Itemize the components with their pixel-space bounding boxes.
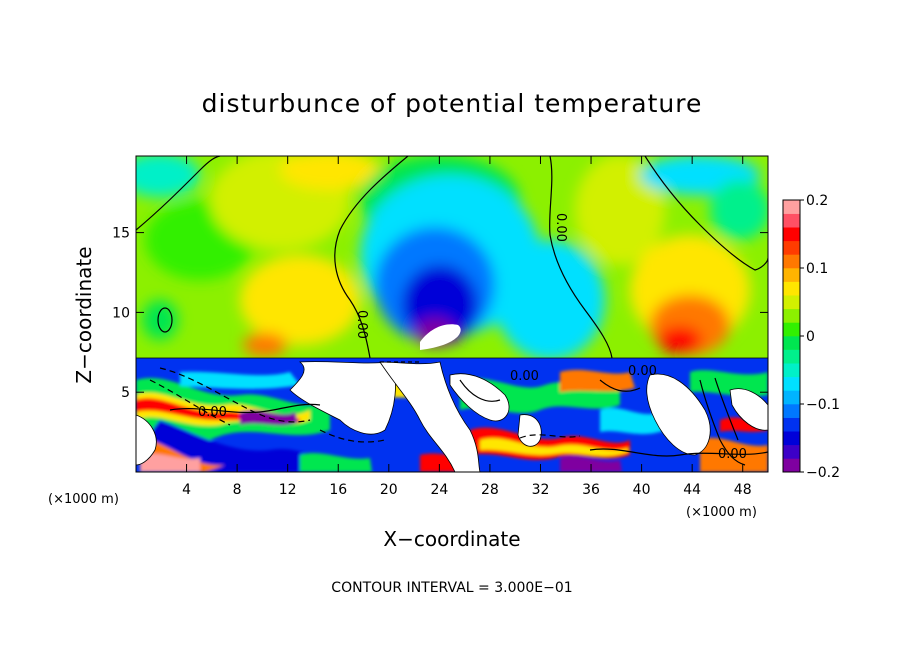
contour-labels: 0.00 0.00 0.00 0.00 0.00 0.00 [198, 213, 747, 462]
colorbar-swatch [783, 417, 800, 432]
colorbar-swatch [783, 281, 800, 296]
x-unit-right: (×1000 m) [686, 505, 757, 520]
contour-zero-right [644, 156, 768, 271]
x-axis: 4 8 12 16 20 24 28 32 36 40 44 48 [182, 156, 752, 498]
colorbar-swatch [783, 213, 800, 228]
contour-label: 0.00 [198, 405, 227, 420]
contour-label: 0.00 [718, 447, 747, 462]
colorbar-swatch [783, 240, 800, 255]
y-tick-label: 15 [112, 226, 130, 242]
contour-zero-plume [549, 156, 613, 359]
colorbar-swatch [783, 376, 800, 391]
contour-lines [136, 156, 768, 466]
colorbar-tick-label: 0.2 [806, 193, 828, 209]
y-axis-label: Z−coordinate [72, 246, 96, 383]
y-tick-label: 5 [121, 385, 130, 401]
colorbar-swatch [783, 268, 800, 282]
contour-zero-center [334, 156, 409, 359]
x-tick-label: 16 [329, 482, 347, 498]
x-tick-label: 4 [182, 482, 191, 498]
colorbar-swatch [783, 349, 800, 364]
colorbar-swatch [783, 295, 800, 310]
x-tick-label: 36 [582, 482, 600, 498]
x-tick-label: 8 [233, 482, 242, 498]
colorbar-swatch [783, 458, 800, 473]
contour-label: 0.00 [354, 310, 369, 339]
contour-label: 0.00 [553, 213, 568, 242]
x-tick-label: 48 [734, 482, 752, 498]
colorbar-swatch [783, 227, 800, 242]
plot-frame [135, 155, 769, 473]
colorbar-tick-label: 0 [806, 329, 815, 345]
colorbar-swatch [783, 390, 800, 405]
x-unit-left: (×1000 m) [48, 492, 119, 507]
x-tick-label: 40 [633, 482, 651, 498]
colorbar-swatch [783, 254, 800, 269]
contour-zero-left [136, 156, 221, 231]
colorbar-tick-label: −0.1 [806, 397, 840, 413]
contour-interval-label: CONTOUR INTERVAL = 3.000E−01 [331, 580, 572, 596]
x-tick-label: 28 [481, 482, 499, 498]
field-upper [136, 156, 768, 358]
colorbar-swatch [783, 404, 800, 418]
colorbar-swatch [783, 363, 800, 378]
colorbar-swatch [783, 308, 800, 323]
x-axis-label: X−coordinate [383, 527, 520, 551]
x-tick-label: 32 [532, 482, 550, 498]
contour-label: 0.00 [628, 364, 657, 379]
field-lower [136, 358, 768, 472]
colorbar-swatch [783, 336, 800, 350]
y-axis: 5 10 15 [112, 226, 768, 401]
colorbar-tick-label: 0.1 [806, 261, 828, 277]
chart-title: disturbunce of potential temperature [202, 89, 703, 118]
colorbar-swatch [783, 444, 800, 459]
x-tick-label: 12 [279, 482, 297, 498]
x-tick-label: 24 [430, 482, 448, 498]
colorbar-swatch [783, 322, 800, 337]
colorbar-tick-label: −0.2 [806, 465, 840, 481]
colorbar-swatch [783, 200, 800, 214]
contour-label: 0.00 [510, 369, 539, 384]
colorbar: 0.2 0.1 0 −0.1 −0.2 [782, 193, 840, 481]
x-tick-label: 20 [380, 482, 398, 498]
contour-loop-left [157, 307, 173, 333]
y-tick-label: 10 [112, 305, 130, 321]
x-tick-label: 44 [683, 482, 701, 498]
colorbar-swatch [783, 431, 800, 446]
